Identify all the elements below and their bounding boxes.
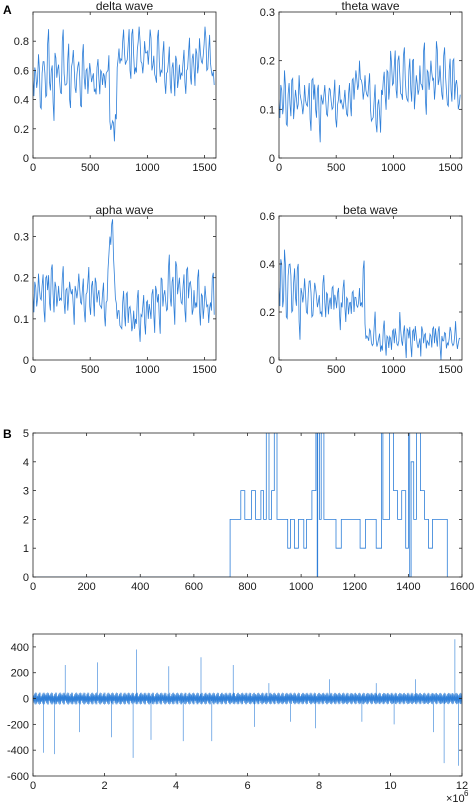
y-tick-label: -400 <box>7 745 29 757</box>
series-line <box>33 639 462 766</box>
axes-frame <box>32 215 217 361</box>
x-multiplier: ×10 <box>446 793 465 805</box>
x-tick-label: 500 <box>81 364 99 376</box>
chart-theta-wave: 0 500 1000 1500 0 0.1 0.2 0.3 theta wave <box>260 0 463 174</box>
y-tick-label: 0.6 <box>14 65 29 77</box>
y-tick-label: -200 <box>7 719 29 731</box>
x-multiplier-exponent: 6 <box>464 789 469 798</box>
y-tick-label: 0.4 <box>14 95 29 107</box>
x-tick-label: 0 <box>30 364 36 376</box>
x-tick-label: 4 <box>173 780 179 792</box>
x-tick-label: 500 <box>81 162 99 174</box>
panel-label-a: A <box>3 3 12 17</box>
series-line <box>279 41 461 143</box>
x-tick-label: 6 <box>244 780 250 792</box>
x-tick-label: 1400 <box>396 581 420 593</box>
y-tick-label: 0.2 <box>260 56 275 68</box>
y-tick-label: 0 <box>23 572 29 584</box>
y-tick-label: 200 <box>11 668 29 680</box>
y-tick-label: 0.6 <box>260 211 275 223</box>
y-tick-label: 1 <box>23 543 29 555</box>
y-tick-label: 0.4 <box>260 259 275 271</box>
x-tick-label: 1000 <box>289 581 313 593</box>
x-tick-label: 0 <box>30 162 36 174</box>
x-tick-label: 1500 <box>192 364 216 376</box>
axes-frame <box>278 215 463 361</box>
x-tick-label: 500 <box>327 364 345 376</box>
chart-delta-wave: 0 500 1000 1500 0 0.2 0.4 0.6 0.8 delta wave <box>14 0 217 174</box>
x-tick-label: 200 <box>77 581 95 593</box>
x-tick-label: 1500 <box>438 162 462 174</box>
chart-apha-wave: 0 500 1000 1500 0 0.1 0.2 0.3 apha wave <box>14 203 217 376</box>
chart-title: apha wave <box>95 203 153 217</box>
y-tick-label: 0 <box>23 694 29 706</box>
y-tick-label: 5 <box>23 428 29 440</box>
chart-title: theta wave <box>341 0 399 13</box>
chart-beta-wave: 0 500 1000 1500 0 0.2 0.4 0.6 beta wave <box>260 203 463 376</box>
y-tick-label: 0.2 <box>14 273 29 285</box>
x-tick-label: 1000 <box>381 162 405 174</box>
chart-step-series: 0 200 400 600 800 1000 1200 1400 1600 0 1 2 3 4 5 <box>23 428 474 593</box>
x-tick-label: 1000 <box>381 364 405 376</box>
x-tick-label: 1500 <box>438 364 462 376</box>
axes-frame <box>32 11 217 159</box>
series-line <box>33 433 448 577</box>
axes-frame <box>32 432 463 578</box>
x-tick-label: 0 <box>30 581 36 593</box>
y-tick-label: 0 <box>269 355 275 367</box>
y-tick-label: -600 <box>7 771 29 783</box>
y-tick-label: 400 <box>11 642 29 654</box>
x-tick-label: 0 <box>30 780 36 792</box>
y-tick-label: 0.1 <box>260 104 275 116</box>
y-tick-label: 0 <box>269 153 275 165</box>
axes-frame <box>278 11 463 159</box>
y-tick-label: 0 <box>23 355 29 367</box>
y-tick-label: 0 <box>23 153 29 165</box>
series-line <box>33 219 215 342</box>
axes-frame <box>32 633 463 777</box>
series-line <box>279 249 461 360</box>
x-tick-label: 0 <box>276 162 282 174</box>
x-tick-label: 1000 <box>135 162 159 174</box>
x-tick-label: 400 <box>131 581 149 593</box>
x-tick-label: 2 <box>101 780 107 792</box>
x-tick-label: 10 <box>384 780 396 792</box>
y-tick-label: 2 <box>23 514 29 526</box>
x-tick-label: 1000 <box>135 364 159 376</box>
chart-title: delta wave <box>96 0 154 13</box>
x-tick-label: 1500 <box>192 162 216 174</box>
y-tick-label: 0.3 <box>260 7 275 19</box>
x-tick-label: 500 <box>327 162 345 174</box>
x-tick-label: 8 <box>316 780 322 792</box>
series-line <box>33 26 215 142</box>
y-tick-label: 0.3 <box>14 232 29 244</box>
x-tick-label: 1600 <box>450 581 474 593</box>
y-tick-label: 0.8 <box>14 36 29 48</box>
x-tick-label: 1200 <box>343 581 367 593</box>
y-tick-label: 0.2 <box>14 124 29 136</box>
x-tick-label: 600 <box>185 581 203 593</box>
x-tick-label: 0 <box>276 364 282 376</box>
x-tick-label: 800 <box>238 581 256 593</box>
x-tick-label: 12 <box>456 780 468 792</box>
y-tick-label: 0.1 <box>14 314 29 326</box>
panel-label-b: B <box>3 427 12 441</box>
y-tick-label: 3 <box>23 486 29 498</box>
y-tick-label: 4 <box>23 457 29 469</box>
y-tick-label: 0.2 <box>260 307 275 319</box>
chart-title: beta wave <box>343 203 398 217</box>
